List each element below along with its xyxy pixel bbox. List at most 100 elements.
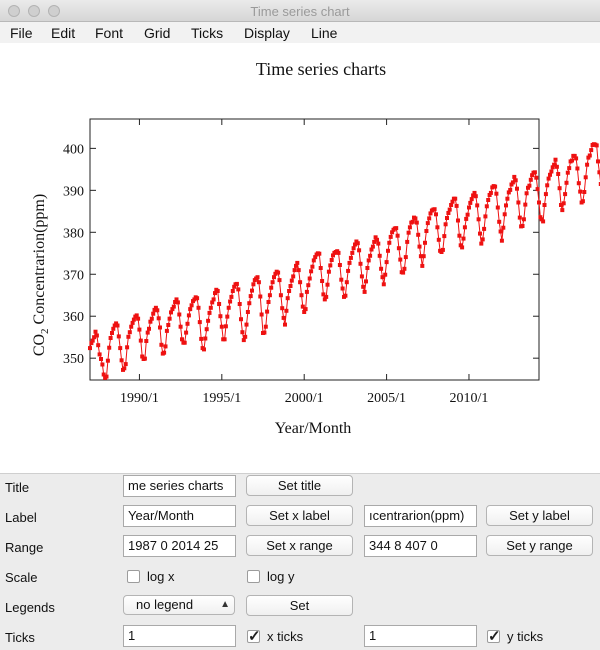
legend-select[interactable]: no legend ▲ (123, 595, 235, 615)
data-point (462, 225, 467, 230)
minimize-window-button[interactable] (28, 5, 40, 17)
ticks-row-label: Ticks (5, 630, 35, 645)
data-point (158, 325, 162, 330)
data-point (251, 282, 256, 287)
data-point (175, 300, 180, 305)
set-x-range-button[interactable]: Set x range (246, 535, 353, 556)
data-point (445, 216, 449, 220)
data-point (180, 337, 184, 342)
set-title-button[interactable]: Set title (246, 475, 353, 496)
data-point (222, 337, 227, 342)
data-point (167, 316, 172, 321)
data-point (206, 318, 211, 323)
data-point (318, 266, 323, 270)
data-point (329, 258, 334, 262)
data-point (585, 162, 590, 167)
set-x-label-button[interactable]: Set x label (246, 505, 353, 526)
data-point (510, 180, 515, 185)
data-point (340, 286, 345, 291)
data-point (239, 317, 243, 322)
data-point (272, 275, 276, 280)
data-point (283, 322, 287, 327)
data-point (565, 170, 570, 175)
data-point (597, 170, 600, 175)
time-series-chart: Time series charts Year/Month CO2 Concen… (31, 59, 600, 437)
log-y-checkbox[interactable]: log y (247, 569, 294, 584)
data-point (461, 236, 466, 241)
data-point (93, 329, 98, 334)
y-ticks-field[interactable]: 1 (364, 625, 477, 647)
data-point (196, 305, 201, 310)
data-point (465, 212, 470, 217)
y-range-field[interactable]: 344 8 407 0 (364, 535, 477, 557)
log-y-box[interactable] (247, 570, 260, 583)
data-point (204, 327, 209, 332)
set-legend-button[interactable]: Set (246, 595, 353, 616)
set-y-label-button[interactable]: Set y label (486, 505, 593, 526)
data-point (122, 366, 127, 371)
menu-grid[interactable]: Grid (144, 25, 171, 41)
data-point (436, 237, 441, 242)
menu-display[interactable]: Display (244, 25, 290, 41)
data-point (524, 191, 529, 196)
menu-ticks[interactable]: Ticks (191, 25, 224, 41)
data-point (418, 254, 423, 259)
data-point (395, 233, 400, 238)
log-x-checkbox[interactable]: log x (127, 569, 174, 584)
data-point (322, 297, 327, 302)
zoom-window-button[interactable] (48, 5, 60, 17)
set-y-range-button[interactable]: Set y range (486, 535, 593, 556)
menu-font[interactable]: Font (95, 25, 124, 41)
x-label-field[interactable]: Year/Month (123, 505, 236, 527)
menu-file[interactable]: File (10, 25, 33, 41)
data-point (185, 321, 190, 326)
log-x-box[interactable] (127, 570, 140, 583)
data-point (280, 306, 285, 311)
data-point (331, 253, 335, 258)
data-point (502, 212, 507, 217)
data-point (353, 242, 357, 247)
y-label-field[interactable]: ıcentrarion(ppm) (364, 505, 477, 527)
chart-pane: Time series charts Year/Month CO2 Concen… (0, 43, 600, 473)
data-point (189, 303, 194, 308)
data-point (469, 197, 474, 202)
data-point (245, 310, 250, 314)
data-point (450, 199, 455, 204)
data-point (125, 345, 130, 350)
data-point (197, 320, 202, 325)
x-ticks-box[interactable] (247, 627, 261, 645)
data-point (388, 234, 393, 239)
data-point (410, 219, 415, 224)
data-point (526, 185, 530, 190)
x-range-field[interactable]: 1987 0 2014 25 (123, 535, 236, 557)
data-point (488, 190, 493, 195)
data-point (548, 172, 552, 177)
data-point (456, 218, 460, 223)
data-point (405, 239, 410, 244)
data-point (281, 315, 286, 320)
data-point (440, 247, 445, 252)
x-ticks-label: x ticks (267, 629, 304, 644)
menu-edit[interactable]: Edit (51, 25, 76, 41)
title-field[interactable]: me series charts (123, 475, 236, 497)
data-point (248, 294, 253, 299)
data-point (476, 217, 481, 222)
data-point (406, 230, 411, 235)
menu-line[interactable]: Line (311, 25, 338, 41)
close-window-button[interactable] (8, 5, 20, 17)
data-point (381, 282, 386, 287)
data-point (520, 224, 525, 228)
data-point (105, 358, 110, 363)
y-ticks-box[interactable] (487, 627, 501, 645)
data-point (195, 296, 200, 301)
data-point (97, 352, 102, 357)
window-titlebar[interactable]: Time series chart (0, 0, 600, 22)
x-ticks-field[interactable]: 1 (123, 625, 236, 647)
data-point (545, 183, 550, 188)
x-ticks-checkbox[interactable]: x ticks (247, 627, 304, 645)
data-point (357, 248, 362, 253)
data-point (574, 156, 579, 161)
data-point (148, 319, 153, 324)
y-ticks-checkbox[interactable]: y ticks (487, 627, 543, 645)
data-point (347, 260, 352, 265)
